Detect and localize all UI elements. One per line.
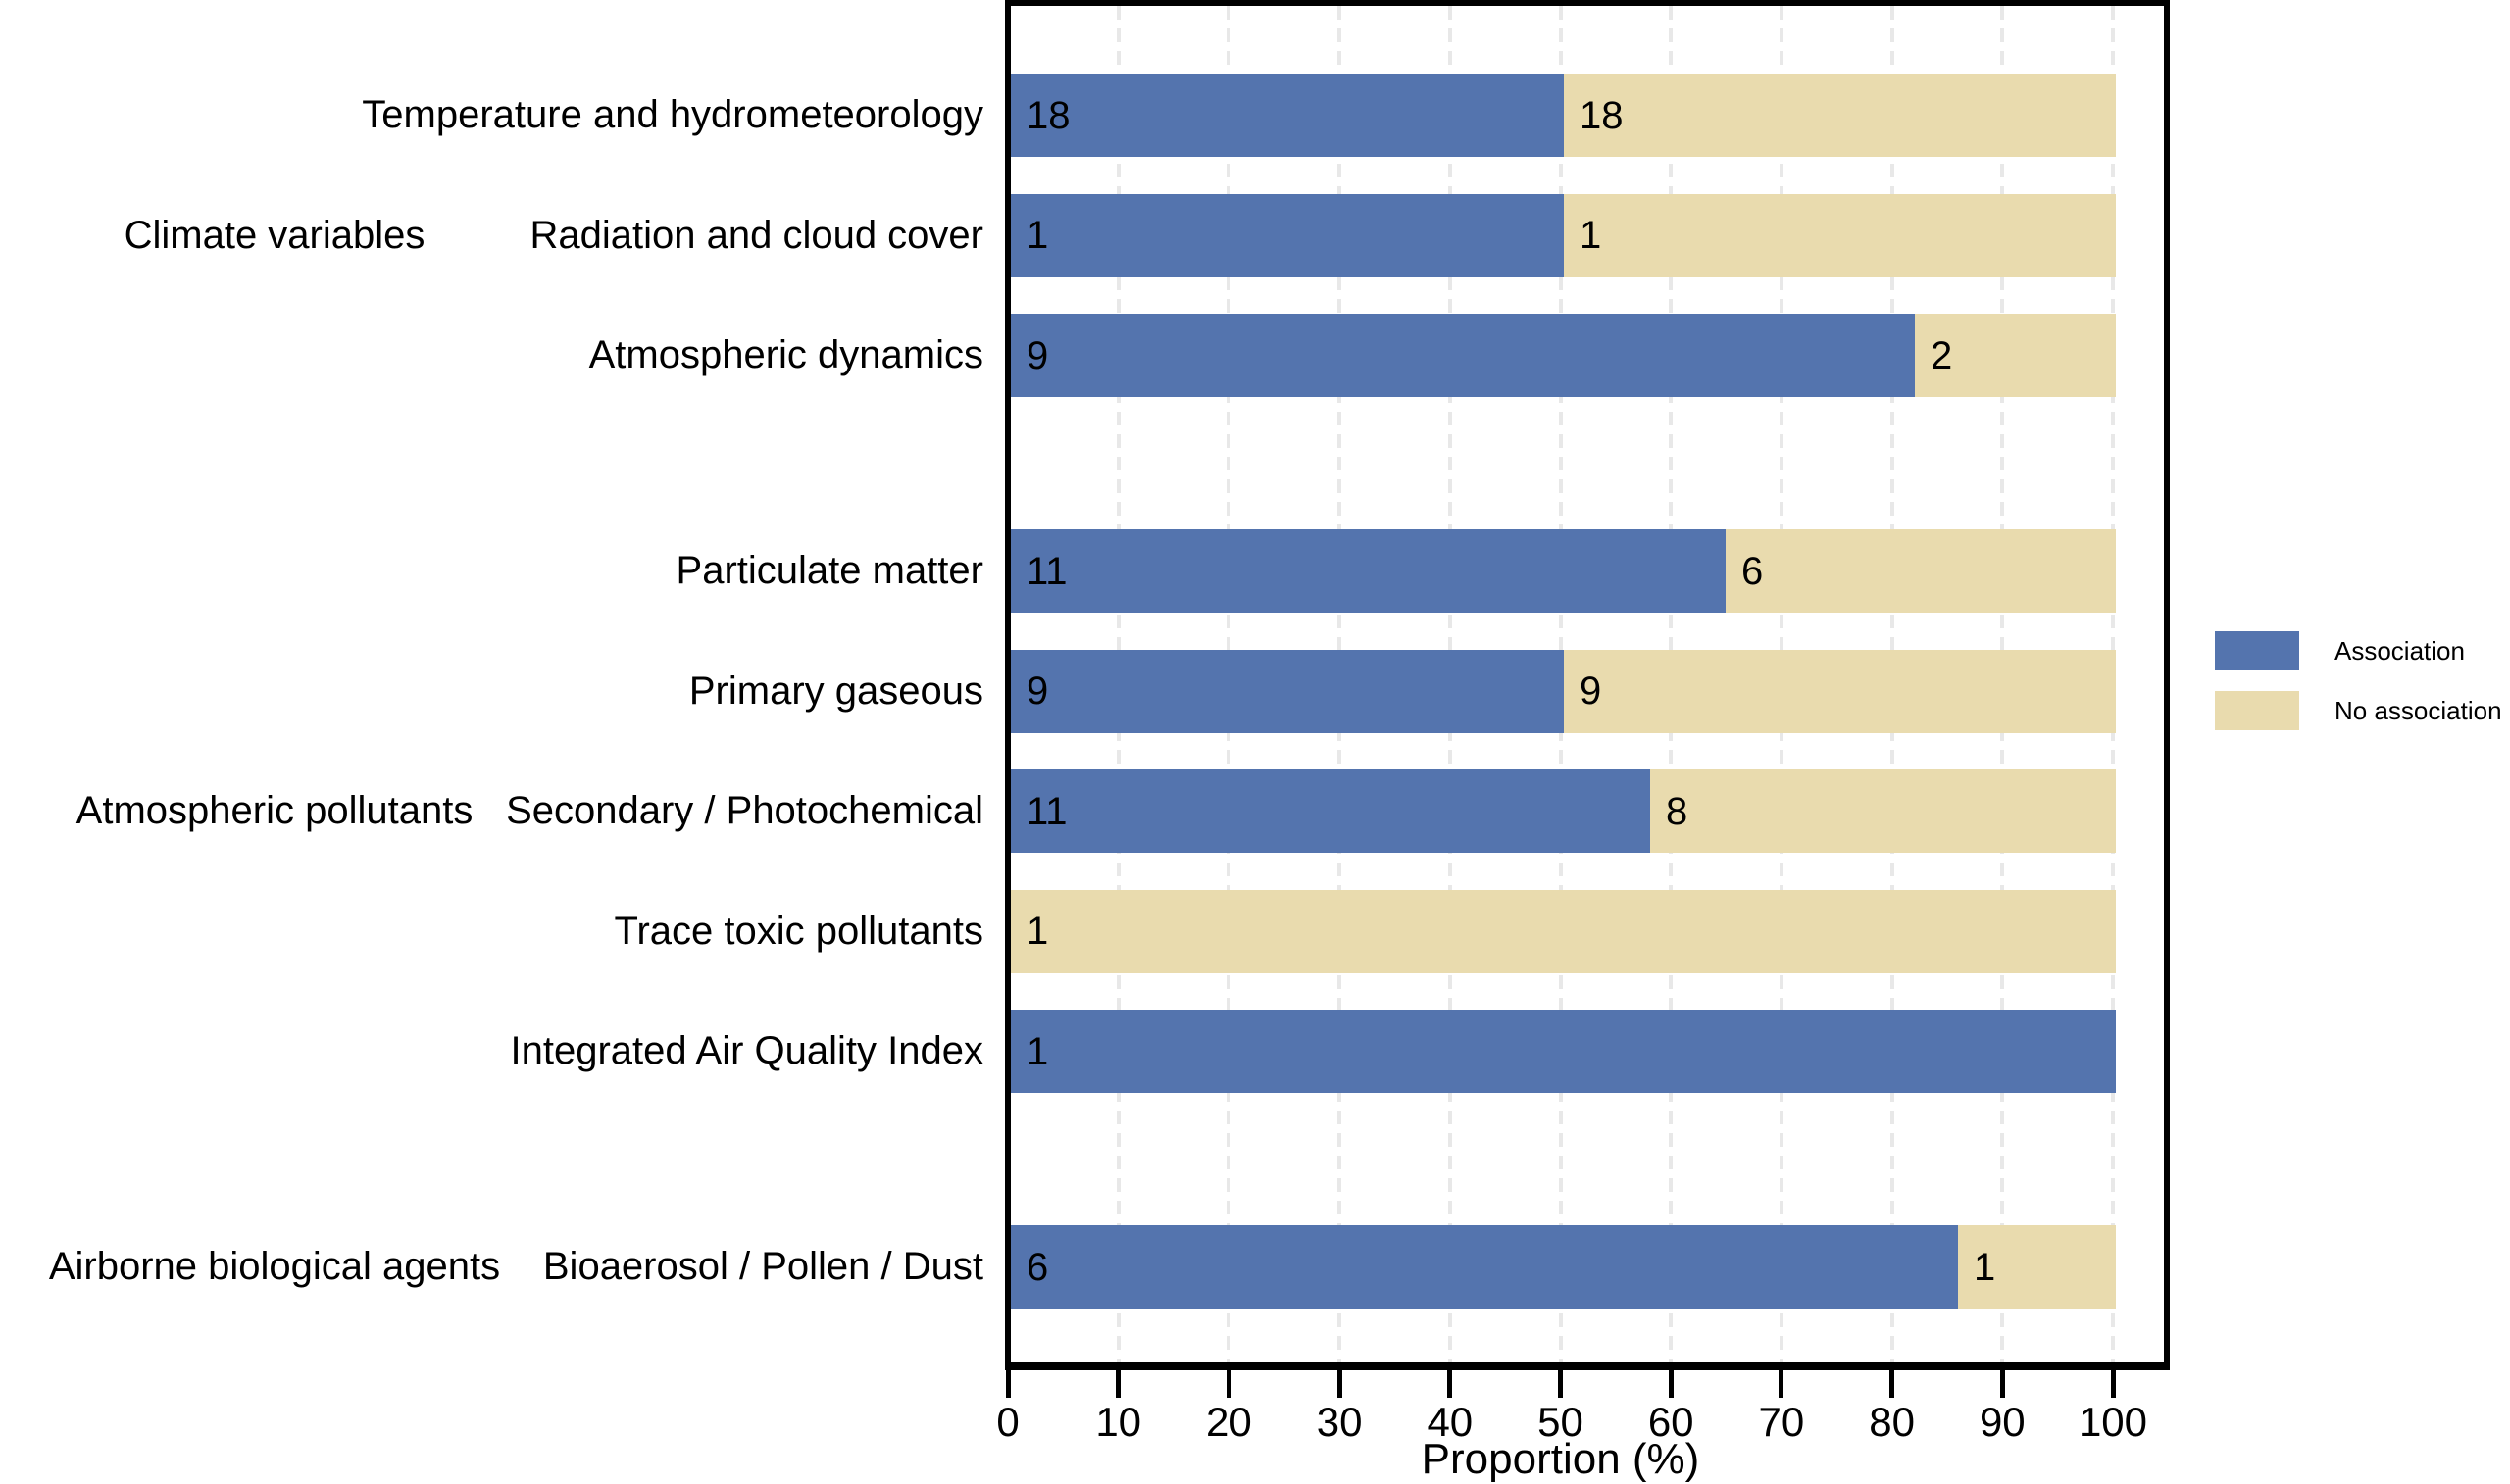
association-value: 9 [1027, 669, 1049, 713]
x-axis-tick-label: 20 [1206, 1399, 1252, 1445]
x-axis-tick [1116, 1370, 1122, 1398]
association-segment: 1 [1011, 1010, 2116, 1093]
no-association-swatch [2215, 691, 2299, 730]
x-axis-tick [1779, 1370, 1784, 1398]
no-association-segment: 6 [1726, 529, 2116, 613]
no-association-segment: 1 [1564, 193, 2116, 277]
legend-label: No association [2334, 695, 2502, 725]
association-swatch [2215, 631, 2299, 670]
association-segment: 1 [1011, 193, 1564, 277]
no-association-value: 1 [1974, 1245, 1996, 1289]
x-axis-tick-label: 50 [1537, 1399, 1583, 1445]
no-association-value: 18 [1580, 93, 1624, 137]
category-label: Trace toxic pollutants [614, 909, 983, 953]
group-label: Airborne biological agents [48, 1245, 501, 1288]
bar-row: 11 8 [1011, 769, 2116, 853]
legend-label: Association [2334, 635, 2465, 666]
category-label: Temperature and hydrometeorology [362, 93, 983, 136]
x-axis-tick [1668, 1370, 1674, 1398]
association-value: 11 [1027, 789, 1068, 833]
no-association-value: 1 [1580, 214, 1602, 257]
category-label: Secondary / Photochemical [506, 789, 983, 832]
category-label: Radiation and cloud cover [529, 213, 983, 257]
x-axis-tick [1999, 1370, 2005, 1398]
x-axis-tick-label: 80 [1869, 1399, 1915, 1445]
no-association-segment: 1 [1958, 1225, 2116, 1309]
bar-row: 11 6 [1011, 529, 2116, 613]
association-value: 1 [1027, 214, 1049, 257]
category-label: Integrated Air Quality Index [510, 1029, 984, 1072]
x-axis-tick-label: 0 [996, 1399, 1020, 1445]
no-association-segment: 2 [1915, 314, 2116, 397]
association-segment: 6 [1011, 1225, 1958, 1309]
x-axis-tick-label: 90 [1979, 1399, 2026, 1445]
association-segment: 9 [1011, 314, 1915, 397]
group-label: Climate variables [124, 213, 426, 257]
no-association-value: 9 [1580, 669, 1602, 713]
no-association-value: 2 [1931, 333, 1953, 377]
x-axis-tick [2110, 1370, 2116, 1398]
no-association-value: 1 [1027, 910, 1049, 953]
x-axis-tick [1226, 1370, 1231, 1398]
category-label: Bioaerosol / Pollen / Dust [542, 1245, 983, 1288]
association-segment: 11 [1011, 529, 1726, 613]
association-segment: 9 [1011, 649, 1564, 733]
x-axis-tick-label: 100 [2078, 1399, 2148, 1445]
bar-row: 18 18 [1011, 74, 2116, 157]
association-segment: 18 [1011, 74, 1564, 157]
legend-item-no-association: No association [2215, 691, 2502, 730]
category-label: Atmospheric dynamics [588, 333, 983, 376]
no-association-segment: 8 [1650, 769, 2116, 853]
association-value: 9 [1027, 333, 1049, 377]
x-axis-tick-label: 40 [1427, 1399, 1474, 1445]
category-label: Particulate matter [676, 549, 983, 592]
x-axis-title: Proportion (%) [1421, 1435, 1700, 1483]
no-association-segment: 1 [1011, 889, 2116, 973]
x-axis-tick [1558, 1370, 1563, 1398]
no-association-segment: 9 [1564, 649, 2116, 733]
x-axis-tick-label: 70 [1758, 1399, 1805, 1445]
no-association-value: 6 [1741, 549, 1764, 593]
bar-row: 1 [1011, 1010, 2116, 1093]
legend-item-association: Association [2215, 631, 2465, 670]
x-axis-tick-label: 10 [1095, 1399, 1142, 1445]
group-label: Atmospheric pollutants [75, 789, 474, 832]
association-value: 11 [1027, 549, 1068, 593]
association-value: 18 [1027, 93, 1071, 137]
x-axis-tick [1889, 1370, 1895, 1398]
association-value: 1 [1027, 1029, 1049, 1073]
no-association-value: 8 [1666, 789, 1688, 833]
bar-row: 1 [1011, 889, 2116, 973]
x-axis-tick [1336, 1370, 1342, 1398]
x-axis-tick [1447, 1370, 1453, 1398]
x-axis-tick-label: 30 [1316, 1399, 1363, 1445]
x-axis-tick-label: 60 [1647, 1399, 1694, 1445]
association-value: 6 [1027, 1245, 1049, 1289]
x-axis-tick [1005, 1370, 1011, 1398]
association-segment: 11 [1011, 769, 1650, 853]
no-association-segment: 18 [1564, 74, 2116, 157]
category-label: Primary gaseous [688, 668, 983, 713]
